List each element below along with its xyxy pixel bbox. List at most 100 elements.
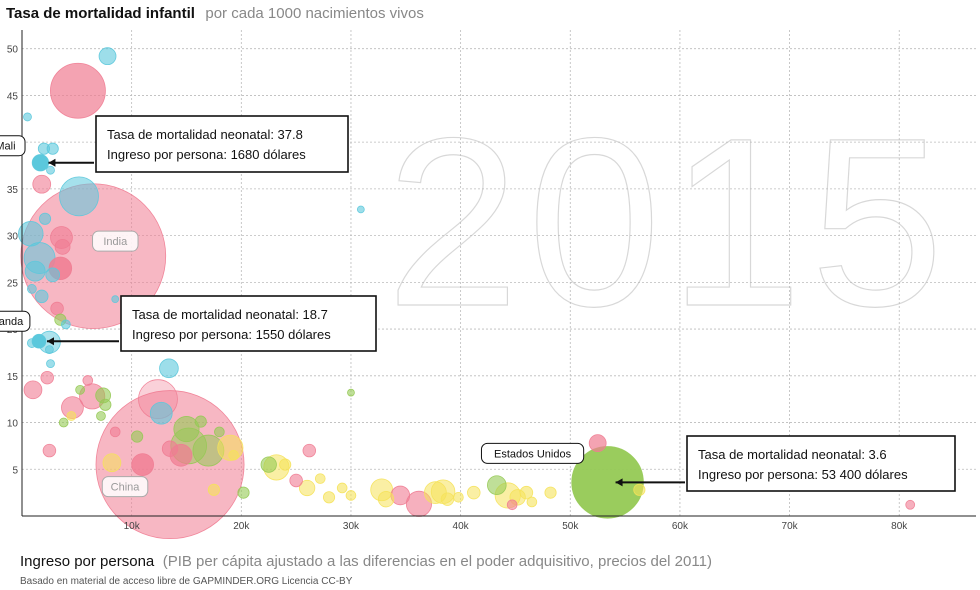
y-tick-label: 45 (7, 91, 19, 102)
bubble[interactable] (45, 345, 54, 355)
bubble[interactable] (99, 398, 112, 411)
x-tick-label: 60k (672, 521, 689, 532)
bubble[interactable] (377, 491, 395, 508)
bubble[interactable] (23, 380, 43, 400)
bubble[interactable] (194, 415, 207, 428)
country-labels: Mali India Ruanda China Estados Unidos (0, 135, 585, 498)
y-tick-label: 30 (7, 232, 19, 243)
country-label-box (0, 135, 26, 157)
bubble[interactable] (314, 473, 326, 484)
bubble[interactable] (26, 284, 37, 294)
annotation-arrow-head (615, 478, 623, 487)
bubble[interactable] (347, 388, 355, 397)
bubble[interactable] (588, 434, 607, 452)
bubble[interactable] (131, 430, 144, 443)
bubble[interactable] (260, 456, 277, 473)
annotation-line-2: Ingreso por persona: 53 400 dólares (698, 467, 908, 482)
bubble[interactable] (322, 491, 336, 504)
bubble[interactable] (75, 384, 85, 395)
bubble[interactable] (54, 238, 71, 255)
x-axis-label: Ingreso por persona (20, 553, 155, 570)
chart-subtitle: por cada 1000 nacimientos vivos (205, 5, 423, 22)
annotation-callout: Tasa de mortalidad neonatal: 3.6 Ingreso … (615, 435, 956, 492)
bubble[interactable] (214, 426, 225, 438)
bubble[interactable] (42, 443, 57, 458)
bubble[interactable] (109, 426, 121, 438)
annotation-box (120, 295, 377, 352)
bubble[interactable] (38, 212, 52, 225)
bubble[interactable] (149, 401, 173, 425)
bubble[interactable] (96, 411, 106, 421)
bubble[interactable] (46, 359, 55, 369)
x-axis-sublabel: (PIB per cápita ajustado a las diferenci… (163, 553, 712, 570)
bubble[interactable] (298, 479, 316, 497)
bubble[interactable] (302, 443, 317, 458)
bubble[interactable] (161, 440, 179, 457)
bubble[interactable] (102, 453, 122, 473)
annotation-line-1: Tasa de mortalidad neonatal: 18.7 (132, 307, 328, 322)
bubble[interactable] (66, 411, 77, 421)
bubble[interactable] (50, 62, 106, 119)
annotation-box (686, 435, 956, 492)
annotation-line-1: Tasa de mortalidad neonatal: 3.6 (698, 447, 887, 462)
country-label-text: China (111, 482, 141, 494)
bubble[interactable] (18, 221, 44, 247)
country-label-ruanda: Ruanda (0, 310, 31, 332)
bubble[interactable] (111, 295, 120, 304)
bubble[interactable] (50, 301, 64, 316)
bubble[interactable] (228, 449, 239, 461)
bubble[interactable] (487, 475, 507, 495)
bubble[interactable] (40, 370, 54, 385)
bubble[interactable] (289, 473, 303, 488)
bubble[interactable] (58, 417, 69, 428)
bubble[interactable] (23, 112, 32, 122)
grid-lines (22, 30, 976, 516)
annotation-arrow-head (48, 158, 56, 167)
y-tick-label: 50 (7, 45, 19, 56)
bubble[interactable] (207, 483, 220, 496)
x-tick-label: 10k (124, 521, 141, 532)
country-label-china: China (101, 476, 149, 498)
annotation-line-2: Ingreso por persona: 1550 dólares (132, 327, 331, 342)
bubble[interactable] (35, 289, 49, 304)
annotation-line-1: Tasa de mortalidad neonatal: 37.8 (107, 127, 303, 142)
bubble[interactable] (173, 416, 200, 443)
bubble[interactable] (905, 499, 916, 510)
country-label-text: India (103, 236, 128, 248)
bubble[interactable] (453, 492, 464, 503)
bubble[interactable] (82, 375, 94, 386)
bubble[interactable] (237, 486, 250, 499)
bubble[interactable] (26, 338, 37, 348)
y-tick-label: 35 (7, 185, 19, 196)
bubble[interactable] (59, 176, 99, 217)
bubble[interactable] (131, 453, 154, 476)
y-tick-label: 25 (7, 278, 19, 289)
bubble[interactable] (526, 496, 538, 508)
bubble[interactable] (279, 458, 292, 471)
bubble[interactable] (46, 165, 55, 175)
bubble[interactable] (390, 485, 411, 506)
country-label-text: Ruanda (0, 316, 24, 328)
x-tick-label: 20k (233, 521, 250, 532)
bubble[interactable] (544, 486, 557, 499)
bubble[interactable] (60, 319, 71, 330)
bubble[interactable] (633, 483, 646, 496)
bubble[interactable] (32, 174, 52, 194)
bubble[interactable] (95, 390, 245, 540)
bubble[interactable] (98, 47, 117, 66)
bubble[interactable] (506, 499, 518, 511)
bubble[interactable] (440, 492, 455, 506)
bubble[interactable] (46, 142, 59, 155)
bubble[interactable] (467, 485, 481, 500)
bubble[interactable] (24, 260, 46, 282)
year-watermark: 2015 (386, 88, 952, 356)
bubble[interactable] (31, 154, 50, 172)
bubble[interactable] (159, 358, 179, 379)
bubble[interactable] (45, 267, 61, 283)
bubble[interactable] (336, 482, 348, 494)
bubble[interactable] (519, 485, 534, 500)
x-tick-label: 80k (891, 521, 908, 532)
bubble[interactable] (356, 205, 365, 214)
bubble[interactable] (345, 490, 357, 501)
